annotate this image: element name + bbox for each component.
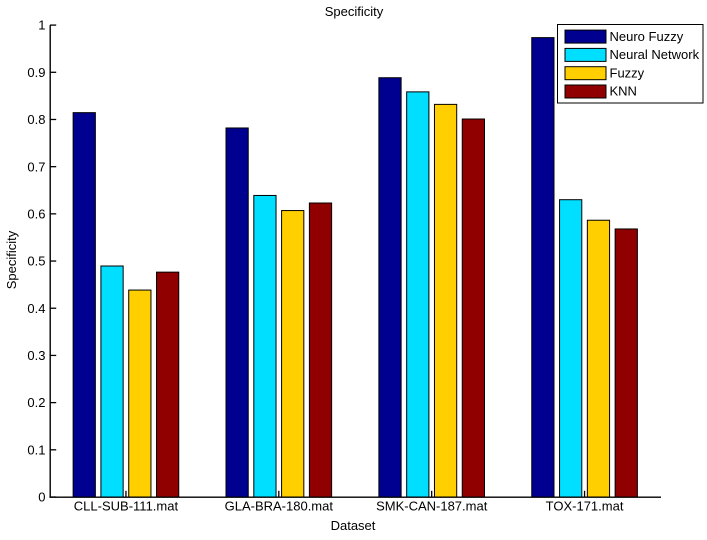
svg-text:Specificity: Specificity (4, 230, 19, 289)
svg-text:TOX-171.mat: TOX-171.mat (546, 498, 624, 513)
svg-text:KNN: KNN (610, 84, 637, 99)
svg-text:0.1: 0.1 (27, 442, 45, 457)
svg-text:0.4: 0.4 (27, 301, 45, 316)
svg-text:Neural Network: Neural Network (610, 47, 700, 62)
svg-text:0.6: 0.6 (27, 206, 45, 221)
svg-text:SMK-CAN-187.mat: SMK-CAN-187.mat (376, 498, 488, 513)
svg-text:Neuro Fuzzy: Neuro Fuzzy (610, 29, 684, 44)
svg-text:0.9: 0.9 (27, 65, 45, 80)
svg-text:0.5: 0.5 (27, 254, 45, 269)
svg-text:0.8: 0.8 (27, 112, 45, 127)
svg-text:Dataset: Dataset (331, 518, 376, 533)
svg-text:GLA-BRA-180.mat: GLA-BRA-180.mat (225, 498, 334, 513)
svg-text:0.3: 0.3 (27, 348, 45, 363)
svg-text:0.2: 0.2 (27, 395, 45, 410)
svg-text:1: 1 (38, 18, 45, 33)
svg-text:0: 0 (38, 490, 45, 505)
svg-text:0.7: 0.7 (27, 159, 45, 174)
svg-text:CLL-SUB-111.mat: CLL-SUB-111.mat (74, 498, 179, 513)
svg-text:Specificity: Specificity (325, 4, 384, 19)
svg-text:Fuzzy: Fuzzy (610, 65, 645, 80)
